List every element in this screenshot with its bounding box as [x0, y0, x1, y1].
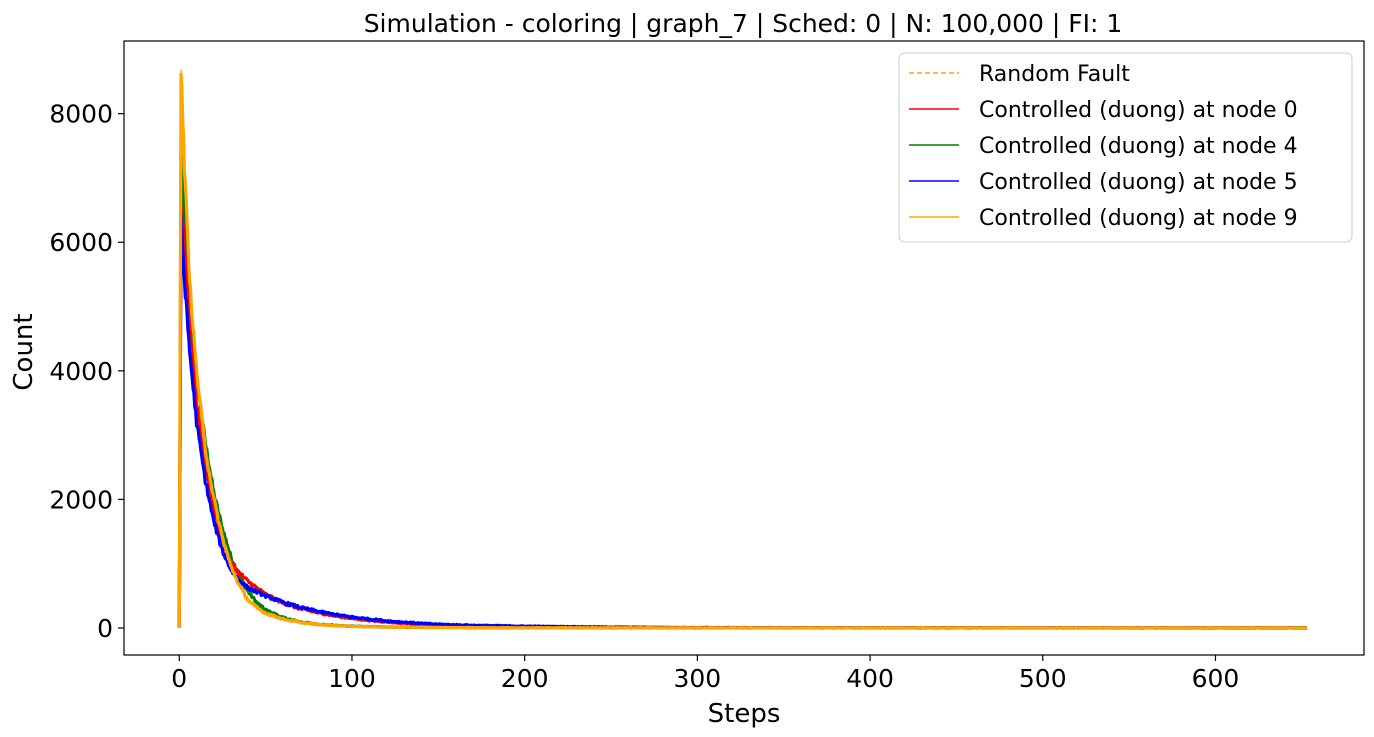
x-tick-label: 500 — [1019, 664, 1067, 693]
y-tick-label: 4000 — [49, 357, 113, 386]
x-axis-label: Steps — [708, 699, 781, 729]
x-tick-label: 200 — [501, 664, 549, 693]
x-tick-label: 0 — [171, 664, 187, 693]
y-tick-label: 2000 — [49, 485, 113, 514]
legend-label: Controlled (duong) at node 9 — [979, 206, 1298, 231]
series-line — [177, 72, 1308, 630]
legend-label: Controlled (duong) at node 5 — [979, 170, 1298, 195]
legend-label: Controlled (duong) at node 4 — [979, 134, 1298, 159]
x-tick-label: 100 — [328, 664, 376, 693]
chart-title: Simulation - coloring | graph_7 | Sched:… — [364, 9, 1123, 38]
y-tick-label: 0 — [97, 614, 113, 643]
x-tick-label: 400 — [846, 664, 894, 693]
legend: Random Fault Controlled (duong) at node 0… — [898, 52, 1353, 243]
series-layer — [177, 68, 1308, 630]
plot-frame — [123, 40, 1365, 656]
x-tick-label: 300 — [674, 664, 722, 693]
legend-box — [898, 52, 1353, 243]
x-tick-label: 600 — [1192, 664, 1240, 693]
legend-label: Controlled (duong) at node 0 — [979, 98, 1298, 123]
y-tick-label: 6000 — [49, 228, 113, 257]
y-axis-label: Count — [9, 313, 39, 390]
legend-label: Random Fault — [979, 62, 1130, 87]
y-tick-label: 8000 — [49, 100, 113, 129]
